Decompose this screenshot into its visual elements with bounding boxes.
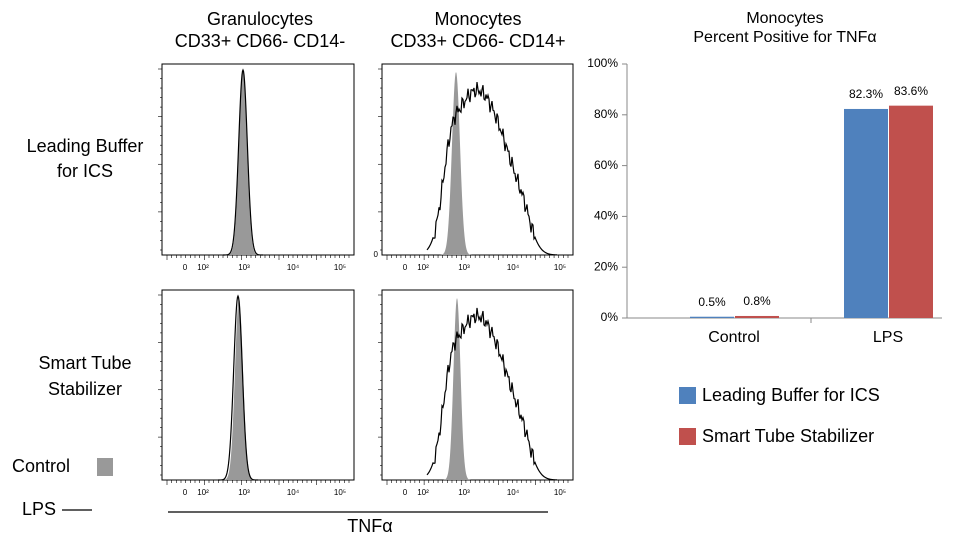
column-title: Granulocytes — [207, 9, 313, 29]
x-tick-label: 10² — [417, 263, 429, 272]
legend-swatch — [679, 428, 696, 445]
y-tick-label: 20% — [594, 259, 618, 273]
x-tick-label: 10² — [197, 488, 209, 497]
x-tick-label: 0 — [403, 263, 408, 272]
x-tick-label: 10⁵ — [334, 263, 346, 272]
y-tick-label: 0% — [601, 310, 619, 324]
x-tick-label: 0 — [403, 488, 408, 497]
column-subtitle: CD33+ CD66- CD14+ — [390, 31, 565, 51]
chart-title: Monocytes — [746, 10, 823, 27]
row-label: Smart Tube — [38, 353, 131, 373]
control-histogram — [219, 298, 259, 480]
x-tick-label: 10³ — [238, 263, 250, 272]
x-tick-label: 10³ — [458, 263, 470, 272]
x-tick-label: 0 — [183, 488, 188, 497]
lps-histogram — [222, 68, 264, 256]
x-tick-label: Control — [708, 329, 760, 346]
x-tick-label: 10² — [417, 488, 429, 497]
y-tick-label: 60% — [594, 158, 618, 172]
column-title: Monocytes — [434, 9, 521, 29]
histogram-frame — [381, 289, 574, 481]
y-tick-label: 0 — [374, 250, 379, 259]
legend-swatch — [97, 458, 113, 476]
x-tick-label: 10⁴ — [507, 488, 520, 497]
lps-histogram — [217, 294, 259, 481]
row-label: Stabilizer — [48, 379, 122, 399]
bar — [690, 316, 734, 318]
x-tick-label: 10⁵ — [554, 263, 566, 272]
control-histogram — [223, 72, 263, 255]
x-axis-label: TNFα — [347, 516, 392, 536]
y-tick-label: 100% — [587, 56, 618, 70]
value-label: 82.3% — [849, 87, 883, 101]
row-label: for ICS — [57, 161, 113, 181]
y-tick-label: 80% — [594, 107, 618, 121]
x-tick-label: 10² — [197, 263, 209, 272]
value-label: 0.8% — [743, 294, 771, 308]
x-tick-label: 0 — [183, 263, 188, 272]
bar — [889, 105, 933, 318]
value-label: 0.5% — [698, 295, 726, 309]
lps-histogram — [426, 307, 558, 481]
x-tick-label: 10³ — [238, 488, 250, 497]
legend-control: Control — [12, 456, 70, 476]
x-tick-label: 10³ — [458, 488, 470, 497]
chart-subtitle: Percent Positive for TNFα — [693, 29, 876, 46]
row-label: Leading Buffer — [27, 136, 144, 156]
bar — [844, 108, 888, 318]
bar — [735, 315, 779, 318]
x-tick-label: LPS — [873, 329, 903, 346]
legend-swatch — [679, 387, 696, 404]
histogram-frame — [381, 63, 574, 256]
x-tick-label: 10⁵ — [334, 488, 346, 497]
histogram-frame — [161, 63, 355, 256]
x-tick-label: 10⁴ — [287, 488, 300, 497]
control-histogram — [439, 298, 475, 480]
legend-label: Leading Buffer for ICS — [702, 385, 880, 405]
value-label: 83.6% — [894, 84, 928, 98]
legend-label: Smart Tube Stabilizer — [702, 426, 874, 446]
histogram-frame — [161, 289, 355, 481]
x-tick-label: 10⁴ — [287, 263, 300, 272]
x-tick-label: 10⁵ — [554, 488, 566, 497]
column-subtitle: CD33+ CD66- CD14- — [175, 31, 346, 51]
x-tick-label: 10⁴ — [507, 263, 520, 272]
lps-histogram — [426, 81, 558, 256]
legend-lps: LPS — [22, 499, 56, 519]
control-histogram — [436, 72, 476, 255]
y-tick-label: 40% — [594, 209, 618, 223]
